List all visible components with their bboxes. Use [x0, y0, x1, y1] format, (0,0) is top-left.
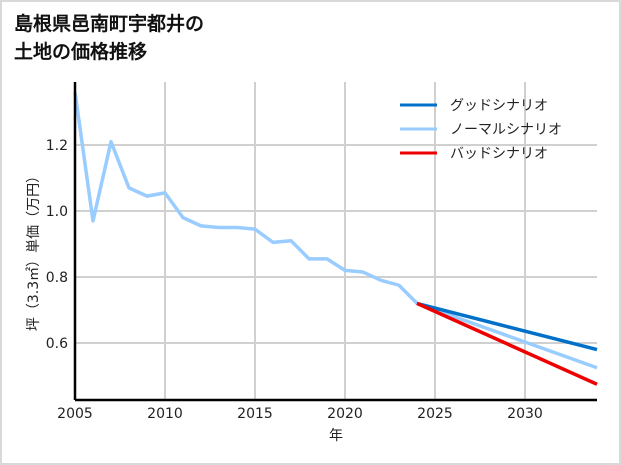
x-axis-label: 年: [329, 428, 343, 444]
x-tick-label: 2025: [417, 406, 453, 422]
series-line: [73, 91, 598, 370]
legend-label: バッドシナリオ: [450, 146, 548, 162]
y-axis-label: 坪（3.3㎡）単価（万円）: [26, 169, 42, 331]
legend-label: グッドシナリオ: [450, 98, 548, 114]
y-tick-label: 0.6: [46, 336, 68, 352]
title-line-1: 島根県邑南町宇都井の: [14, 13, 205, 35]
x-tick-label: 2030: [507, 406, 543, 422]
series-line: [416, 301, 598, 352]
x-tick-label: 2015: [237, 406, 273, 422]
x-tick-label: 2010: [147, 406, 183, 422]
x-tick-label: 2005: [57, 406, 93, 422]
y-tick-label: 1.0: [46, 204, 68, 220]
legend-label: ノーマルシナリオ: [450, 122, 562, 138]
y-tick-label: 1.2: [46, 138, 68, 154]
y-tick-label: 0.8: [46, 270, 68, 286]
chart-title: 島根県邑南町宇都井の 土地の価格推移: [14, 10, 204, 66]
x-tick-label: 2020: [327, 406, 363, 422]
series-line: [416, 301, 598, 386]
title-line-2: 土地の価格推移: [14, 41, 148, 63]
